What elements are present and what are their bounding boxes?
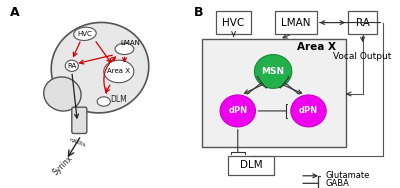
Text: MSN: MSN (262, 67, 285, 76)
Text: Syrinx: Syrinx (51, 154, 74, 177)
Circle shape (254, 55, 292, 88)
Text: LMAN: LMAN (120, 40, 140, 46)
Circle shape (220, 95, 256, 127)
Circle shape (291, 95, 326, 127)
Text: nXIIts: nXIIts (68, 137, 87, 148)
Ellipse shape (74, 27, 96, 40)
Text: dPN: dPN (299, 106, 318, 115)
Ellipse shape (97, 97, 110, 106)
Text: A: A (10, 6, 19, 19)
Text: dPN: dPN (228, 106, 247, 115)
Ellipse shape (115, 43, 134, 55)
FancyBboxPatch shape (348, 11, 377, 34)
Text: Vocal Output: Vocal Output (333, 52, 392, 61)
Text: Glutamate: Glutamate (325, 171, 370, 180)
Text: Area X: Area X (107, 68, 130, 74)
Text: Area X: Area X (297, 42, 336, 52)
Ellipse shape (51, 22, 149, 113)
FancyBboxPatch shape (275, 11, 317, 34)
Text: HVC: HVC (222, 17, 245, 28)
Ellipse shape (44, 77, 81, 111)
Ellipse shape (65, 60, 78, 71)
Text: RA: RA (356, 17, 370, 28)
FancyBboxPatch shape (228, 156, 274, 175)
Ellipse shape (104, 60, 134, 83)
Text: DLM: DLM (240, 160, 262, 171)
Text: DLM: DLM (110, 95, 127, 104)
Text: HVC: HVC (78, 31, 92, 37)
Text: LMAN: LMAN (281, 17, 311, 28)
Text: RA: RA (67, 63, 76, 69)
Text: B: B (194, 6, 204, 19)
FancyBboxPatch shape (216, 11, 251, 34)
FancyBboxPatch shape (202, 39, 346, 147)
Text: GABA: GABA (325, 179, 349, 188)
FancyBboxPatch shape (72, 107, 87, 133)
